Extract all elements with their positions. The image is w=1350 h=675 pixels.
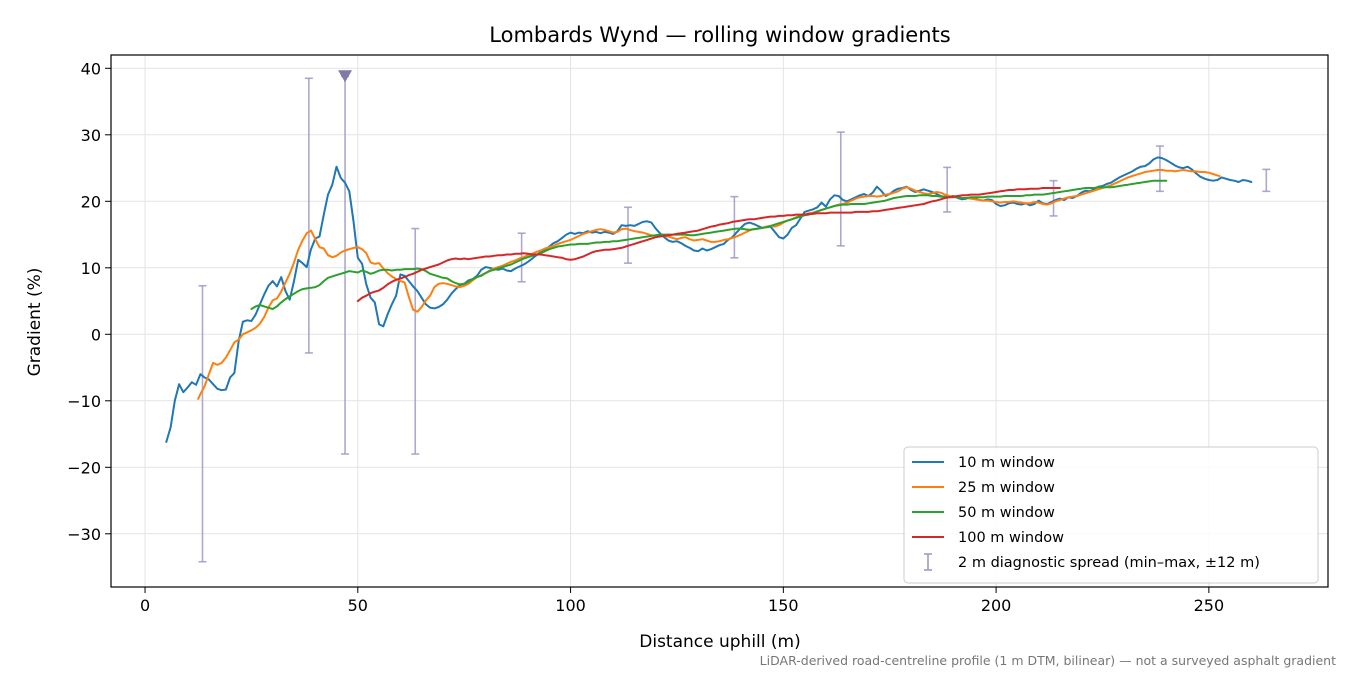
spread-bar: [198, 284, 207, 563]
spread-bar: [1262, 168, 1271, 193]
spread-bar: [943, 166, 952, 213]
series-lines: [165, 156, 1253, 443]
legend-label: 50 m window: [958, 505, 1055, 521]
y-tick-label: 40: [81, 59, 101, 78]
spread-bar: [1049, 179, 1058, 217]
spread-bar: [338, 70, 353, 455]
x-tick-label: 200: [981, 596, 1012, 615]
axis-ticks: 0 50 100 150 200 250 −30 −20 −10 0 10 20 30 40: [67, 59, 1224, 615]
series-line-25m: [197, 169, 1221, 400]
y-tick-label: 20: [81, 192, 101, 211]
legend-entry: 50 m window: [912, 505, 1055, 521]
y-tick-label: 0: [91, 325, 101, 344]
y-tick-label: −30: [67, 525, 101, 544]
legend-box: [903, 446, 1319, 584]
x-tick-label: 250: [1194, 596, 1225, 615]
y-axis-label: Gradient (%): [25, 268, 45, 377]
y-tick-label: −10: [67, 392, 101, 411]
footnote: LiDAR-derived road-centreline profile (1…: [760, 653, 1336, 668]
y-tick-label: −20: [67, 458, 101, 477]
legend-label: 10 m window: [958, 455, 1055, 471]
x-axis-label: Distance uphill (m): [639, 632, 800, 652]
legend-label: 100 m window: [958, 530, 1064, 546]
series-line-100m: [356, 187, 1061, 303]
spread-bar: [411, 227, 420, 455]
legend: 10 m window 25 m window 50 m window 100 m w…: [903, 446, 1319, 584]
spread-bar: [624, 206, 633, 264]
spread-bar: [730, 195, 739, 259]
chart-title: Lombards Wynd — rolling window gradients: [489, 23, 950, 47]
clipped-marker-icon: [338, 70, 353, 83]
y-tick-label: 30: [81, 126, 101, 145]
y-tick-label: 10: [81, 259, 101, 278]
legend-entry: 2 m diagnostic spread (min–max, ±12 m): [924, 553, 1260, 571]
legend-entry: 25 m window: [912, 480, 1055, 496]
spread-bar: [836, 131, 845, 247]
spread-bar: [304, 77, 313, 354]
x-tick-label: 50: [348, 596, 368, 615]
legend-label: 25 m window: [958, 480, 1055, 496]
x-tick-label: 100: [555, 596, 586, 615]
spread-bar: [1155, 145, 1164, 193]
x-tick-label: 150: [768, 596, 799, 615]
legend-entry: 10 m window: [912, 455, 1055, 471]
legend-label: 2 m diagnostic spread (min–max, ±12 m): [958, 555, 1260, 571]
x-tick-label: 0: [140, 596, 150, 615]
legend-entry: 100 m window: [912, 530, 1064, 546]
series-line-50m: [250, 179, 1168, 310]
plot-frame: [110, 54, 1329, 588]
